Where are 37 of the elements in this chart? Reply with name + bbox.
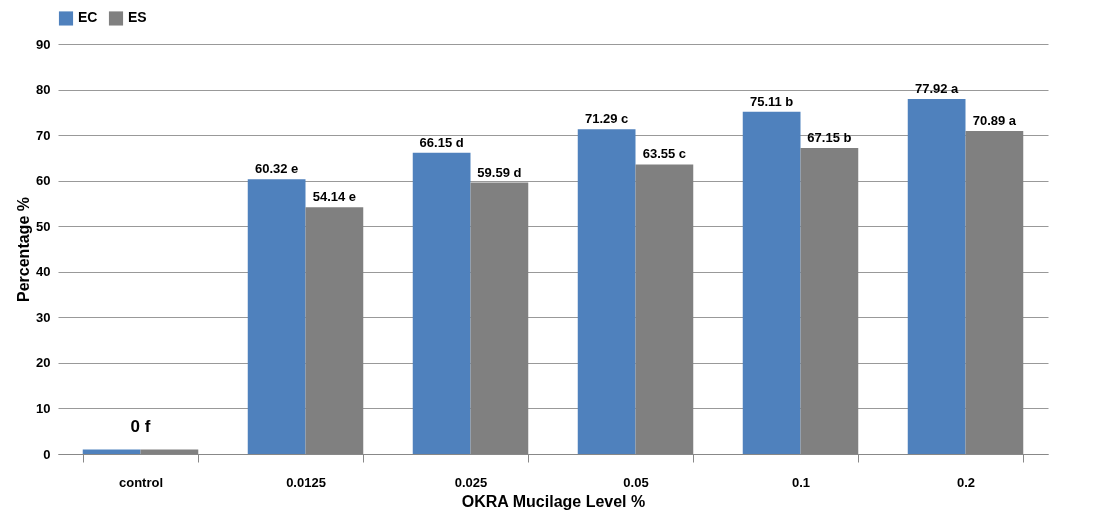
bar	[82, 449, 141, 454]
y-tick-label: 0	[43, 446, 51, 462]
data-label: 67.15 b	[807, 130, 852, 146]
bar	[412, 152, 471, 454]
y-tick-label: 10	[36, 400, 51, 416]
bar	[247, 179, 306, 454]
y-tick-label: 60	[36, 173, 51, 189]
data-label: 63.55 c	[642, 146, 687, 162]
y-axis-title: Percentage %	[15, 197, 33, 302]
data-label: 54.14 e	[312, 189, 357, 205]
y-tick-label: 20	[36, 355, 51, 371]
data-label: 75.11 b	[749, 93, 794, 109]
x-tick-label: 0.0125	[286, 474, 326, 490]
data-label: 71.29 c	[584, 111, 629, 127]
bar	[742, 111, 801, 454]
data-label: 77.92 a	[914, 81, 960, 97]
data-label: 59.59 d	[477, 164, 522, 180]
x-axis-title: OKRA Mucilage Level %	[461, 492, 646, 510]
x-tick-label: 0.1	[791, 474, 811, 490]
y-tick-label: 90	[36, 36, 51, 52]
data-label: 66.15 d	[419, 134, 464, 150]
x-tick-label: 0.05	[623, 474, 649, 490]
data-label: 70.89 a	[972, 113, 1017, 129]
x-tick-label: 0.025	[454, 474, 488, 490]
x-tick-label: control	[118, 474, 164, 490]
bar	[907, 99, 966, 454]
legend-label: ES	[128, 9, 147, 26]
bar	[577, 129, 636, 454]
legend-label: EC	[78, 9, 98, 26]
y-tick-label: 30	[36, 309, 51, 325]
y-tick-label: 50	[36, 218, 51, 234]
y-tick-label: 70	[36, 127, 51, 143]
y-tick-label: 40	[36, 264, 51, 280]
y-tick-label: 80	[36, 82, 51, 98]
x-tick-label: 0.2	[956, 474, 976, 490]
data-label: 60.32 e	[254, 161, 299, 177]
annotation: 0 f	[130, 417, 151, 437]
